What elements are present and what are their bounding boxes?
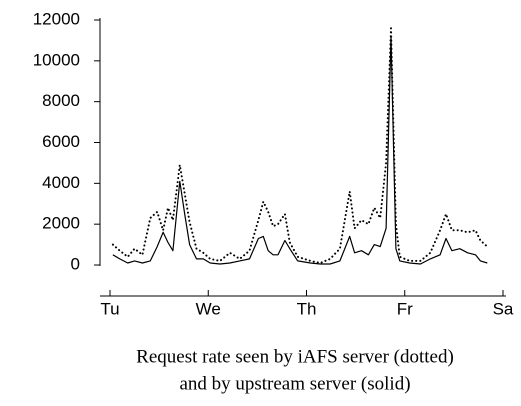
chart-title: Request rate seen by iAFS server (dotted… [136,346,454,367]
x-tick-label: Th [297,299,317,318]
y-tick-label: 12000 [33,9,80,28]
x-tick-label: Sa [493,299,514,318]
series-line [111,27,489,264]
y-tick-label: 0 [71,254,80,273]
y-tick-label: 4000 [42,173,80,192]
y-tick-label: 10000 [33,50,80,69]
y-tick-label: 2000 [42,214,80,233]
series-line [112,35,488,265]
x-tick-label: Fr [397,299,413,318]
y-tick-label: 6000 [42,132,80,151]
chart-subtitle: and by upstream server (solid) [179,373,410,394]
x-tick-label: Tu [100,299,119,318]
y-tick-label: 8000 [42,91,80,110]
x-tick-label: We [196,299,221,318]
